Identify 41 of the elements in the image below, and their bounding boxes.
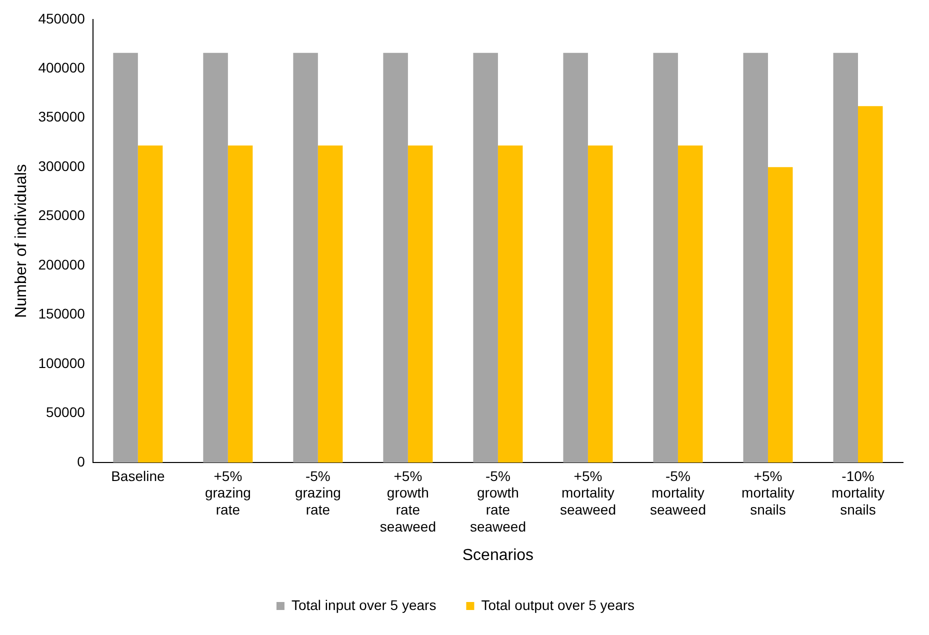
- x-tick-label: +5% growth rate seaweed: [380, 468, 436, 534]
- y-axis-title: Number of individuals: [13, 164, 30, 318]
- legend-label: Total input over 5 years: [291, 596, 436, 613]
- x-tick-label: -5% growth rate seaweed: [470, 468, 526, 534]
- bar: [768, 167, 793, 463]
- y-tick-label: 150000: [38, 306, 86, 322]
- bar: [588, 145, 613, 463]
- legend-label: Total output over 5 years: [481, 596, 635, 613]
- y-tick-label: 100000: [38, 354, 86, 371]
- x-tick-label: +5% mortality seaweed: [560, 468, 616, 518]
- y-tick-label: 450000: [38, 10, 86, 26]
- y-tick-label: 200000: [38, 256, 86, 272]
- bar: [653, 52, 678, 463]
- bar: [678, 145, 703, 463]
- bar: [383, 52, 408, 463]
- bar: [228, 145, 253, 463]
- bar: [833, 52, 858, 463]
- x-tick-label: +5% grazing rate: [204, 468, 251, 518]
- y-tick-label: 300000: [38, 158, 86, 174]
- bar: [743, 52, 768, 463]
- y-tick-label: 350000: [38, 108, 86, 125]
- x-tick-label: Baseline: [111, 468, 165, 484]
- bar: [498, 145, 523, 463]
- x-axis-title: Scenarios: [462, 546, 534, 564]
- bar: [563, 52, 588, 463]
- bar: [138, 145, 163, 463]
- y-tick-label: 250000: [38, 207, 86, 224]
- y-tick-label: 0: [77, 453, 86, 470]
- x-tick-label: -5% mortality seaweed: [650, 468, 706, 518]
- x-tick-label: -10% mortality snails: [832, 468, 884, 518]
- bar: [293, 52, 318, 463]
- bar: [113, 52, 138, 463]
- x-tick-label: -5% grazing rate: [294, 468, 341, 518]
- y-tick-label: 400000: [38, 60, 86, 76]
- bar: [318, 145, 343, 463]
- y-tick-label: 50000: [46, 404, 86, 420]
- bar: [473, 52, 498, 463]
- bar: [408, 145, 433, 463]
- bar: [858, 106, 883, 463]
- bar: [203, 52, 228, 463]
- x-tick-label: +5% mortality snails: [742, 468, 794, 518]
